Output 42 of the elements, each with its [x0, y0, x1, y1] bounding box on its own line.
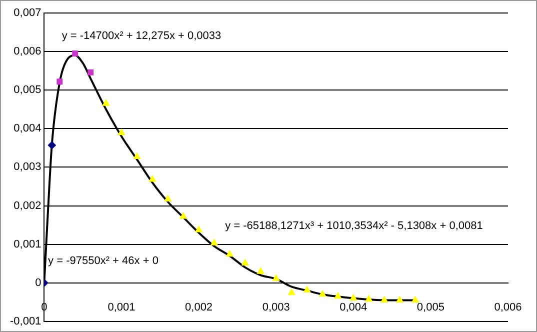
annotation: y = -14700x² + 12,275x + 0,0033: [62, 30, 222, 42]
point: [133, 152, 140, 160]
point: [118, 128, 126, 136]
point: [88, 69, 94, 76]
y-tick-label: 0,004: [14, 122, 42, 135]
x-tick-label: 0,005: [416, 301, 444, 314]
x-tick-label: 0,004: [340, 301, 368, 314]
y-tick-label: 0,005: [14, 84, 42, 96]
point: [56, 78, 63, 85]
point: [195, 226, 202, 232]
x-tick-label: 0,002: [185, 301, 213, 314]
point: [380, 296, 388, 302]
point: [180, 212, 187, 219]
y-tick-label: 0,001: [14, 238, 42, 250]
annotation: y = -97550x² + 46x + 0: [48, 254, 158, 267]
point: [350, 294, 357, 301]
x-tick-label: 0,006: [494, 301, 522, 314]
point: [102, 100, 110, 106]
point: [148, 176, 156, 182]
x-tick-label: 0,001: [108, 301, 136, 314]
point: [334, 292, 342, 299]
y-tick-label: 0,006: [14, 46, 42, 58]
point: [72, 50, 78, 56]
point: [257, 268, 264, 274]
x-tick-label: 0,003: [262, 301, 290, 314]
point: [272, 274, 280, 281]
point: [164, 195, 172, 202]
point: [303, 286, 311, 292]
y-tick-label: -0,001: [10, 315, 42, 328]
annotation: y = -65188,1271x³ + 1010,3534x² - 5,1308x + 0,0081: [225, 220, 483, 232]
point: [396, 296, 404, 302]
y-tick-label: 0: [35, 276, 42, 289]
point: [365, 295, 372, 302]
y-tick-label: 0,002: [14, 200, 42, 212]
y-tick-label: 0,007: [14, 7, 42, 20]
point: [318, 290, 326, 297]
point: [226, 250, 234, 257]
point: [242, 259, 249, 266]
point: [412, 296, 419, 302]
point: [288, 288, 296, 296]
point: [210, 239, 218, 246]
y-tick-label: 0,003: [14, 161, 42, 174]
